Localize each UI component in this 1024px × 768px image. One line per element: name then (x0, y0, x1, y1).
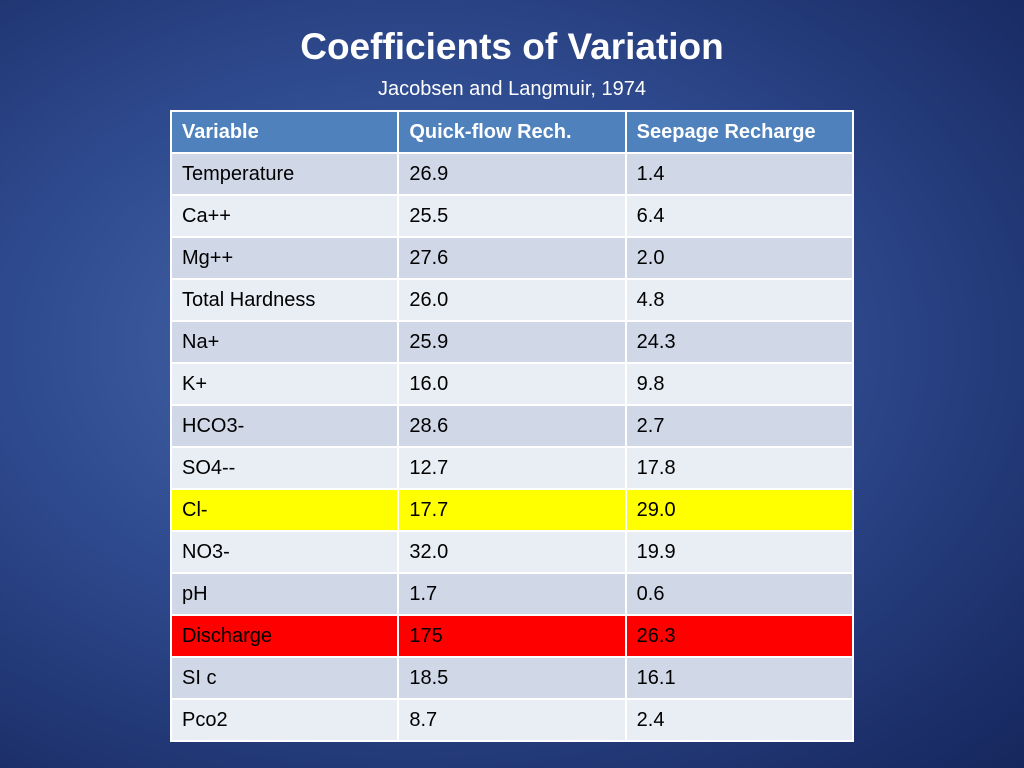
table-row: Na+ 25.9 24.3 (169, 320, 855, 364)
cell-quick-flow: 8.7 (397, 698, 627, 742)
slide-title: Coefficients of Variation (300, 26, 724, 67)
table-row: Temperature 26.9 1.4 (169, 152, 855, 196)
cell-seepage: 29.0 (624, 488, 855, 532)
cell-variable: pH (169, 572, 400, 616)
cell-variable: Pco2 (169, 698, 400, 742)
table-row: Pco2 8.7 2.4 (169, 698, 855, 742)
table-row: NO3- 32.0 19.9 (169, 530, 855, 574)
cell-variable: SI c (169, 656, 400, 700)
cell-variable: Cl- (169, 488, 400, 532)
cell-seepage: 2.0 (624, 236, 855, 280)
cell-quick-flow: 25.5 (397, 194, 627, 238)
column-header-variable: Variable (169, 110, 400, 154)
table-row: pH 1.7 0.6 (169, 572, 855, 616)
cell-quick-flow: 28.6 (397, 404, 627, 448)
table-row: K+ 16.0 9.8 (169, 362, 855, 406)
cell-quick-flow: 25.9 (397, 320, 627, 364)
cell-variable: NO3- (169, 530, 400, 574)
table-row: Total Hardness 26.0 4.8 (169, 278, 855, 322)
table-row: Mg++ 27.6 2.0 (169, 236, 855, 280)
cell-quick-flow: 16.0 (397, 362, 627, 406)
cell-quick-flow: 26.0 (397, 278, 627, 322)
table-row-highlighted-yellow: Cl- 17.7 29.0 (169, 488, 855, 532)
cell-seepage: 19.9 (624, 530, 855, 574)
cell-quick-flow: 18.5 (397, 656, 627, 700)
cell-variable: Temperature (169, 152, 400, 196)
cell-quick-flow: 32.0 (397, 530, 627, 574)
cell-variable: Ca++ (169, 194, 400, 238)
cell-seepage: 1.4 (624, 152, 855, 196)
cell-seepage: 6.4 (624, 194, 855, 238)
column-header-quick-flow: Quick-flow Rech. (397, 110, 627, 154)
cell-seepage: 16.1 (624, 656, 855, 700)
cell-variable: HCO3- (169, 404, 400, 448)
cell-seepage: 24.3 (624, 320, 855, 364)
coefficients-table: Variable Quick-flow Rech. Seepage Rechar… (169, 110, 855, 742)
cell-variable: K+ (169, 362, 400, 406)
table-row: HCO3- 28.6 2.7 (169, 404, 855, 448)
cell-seepage: 2.7 (624, 404, 855, 448)
cell-variable: SO4-- (169, 446, 400, 490)
column-header-seepage: Seepage Recharge (624, 110, 855, 154)
cell-seepage: 4.8 (624, 278, 855, 322)
cell-variable: Mg++ (169, 236, 400, 280)
table-row: Ca++ 25.5 6.4 (169, 194, 855, 238)
cell-variable: Discharge (169, 614, 400, 658)
cell-seepage: 26.3 (624, 614, 855, 658)
cell-quick-flow: 175 (397, 614, 627, 658)
table-row: SI c 18.5 16.1 (169, 656, 855, 700)
cell-quick-flow: 1.7 (397, 572, 627, 616)
cell-seepage: 2.4 (624, 698, 855, 742)
cell-quick-flow: 17.7 (397, 488, 627, 532)
slide-subtitle: Jacobsen and Langmuir, 1974 (378, 78, 646, 100)
cell-seepage: 9.8 (624, 362, 855, 406)
cell-quick-flow: 26.9 (397, 152, 627, 196)
cell-quick-flow: 12.7 (397, 446, 627, 490)
table-header-row: Variable Quick-flow Rech. Seepage Rechar… (169, 110, 855, 154)
cell-seepage: 17.8 (624, 446, 855, 490)
cell-variable: Na+ (169, 320, 400, 364)
table-row: SO4-- 12.7 17.8 (169, 446, 855, 490)
cell-quick-flow: 27.6 (397, 236, 627, 280)
cell-seepage: 0.6 (624, 572, 855, 616)
cell-variable: Total Hardness (169, 278, 400, 322)
table-row-highlighted-red: Discharge 175 26.3 (169, 614, 855, 658)
